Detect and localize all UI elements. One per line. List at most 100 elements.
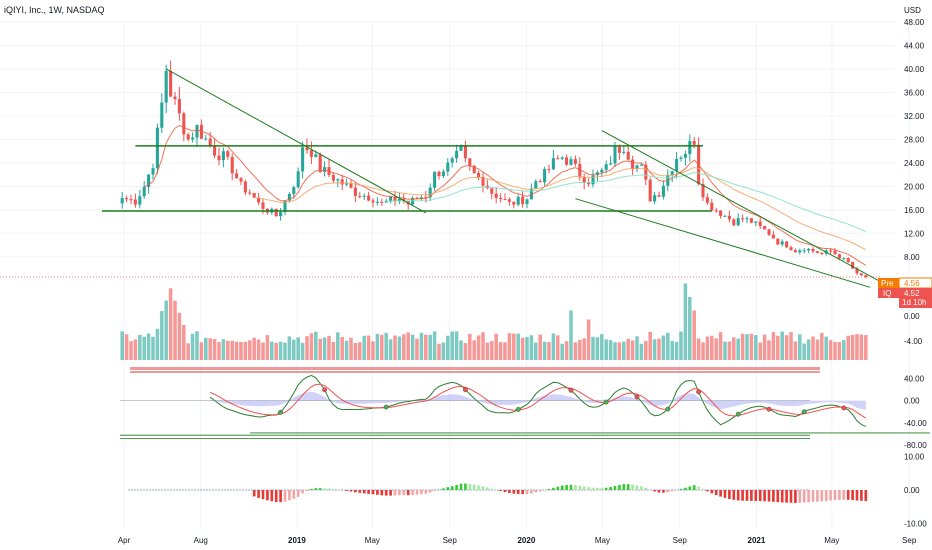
price-axis[interactable]: USD 48.00 44.00 40.00 36.00 32.00 28.00 24.00 2… [904,6,927,528]
candle-body [182,113,186,135]
candle-body [323,167,327,172]
candle-body [261,202,265,209]
volume-bar [406,332,410,360]
candle-body [657,195,661,197]
volume-bar [723,341,727,360]
trendline [575,198,871,288]
price-tick-label: 32.00 [904,112,925,121]
volume-bar [846,335,850,360]
oscillator-tick-label: 40.00 [904,374,925,383]
volume-bar [322,337,327,360]
price-pane[interactable] [0,60,884,288]
volume-bar [679,331,683,360]
grid [0,21,910,530]
oscillator-band-top [130,367,820,370]
volume-bar [481,332,485,360]
candle-body [798,250,802,253]
candle-body [675,158,679,172]
volume-bar [503,342,507,360]
volume-bar [806,339,811,360]
candle-body [534,181,538,189]
candle-body [235,173,239,179]
volume-bar [820,332,824,360]
volume-bar [644,340,648,360]
candle-body [529,188,533,200]
candle-body [587,182,591,185]
candle-body [609,163,613,165]
candle-body [543,168,547,183]
volume-bar [798,334,802,360]
volume-bar [248,340,252,360]
candle-body [371,200,375,203]
volume-bar [652,339,657,360]
volume-bar [217,341,221,360]
candle-body [142,186,146,197]
time-tick-label: May [595,536,610,545]
volume-bar [842,340,846,360]
candle-body [705,197,709,203]
candle-body [345,183,349,185]
volume-bar [195,331,199,360]
volume-tick-label: 0.00 [904,312,920,321]
crossover-dot [462,387,468,393]
candle-body [151,168,155,175]
time-tick-label: 2021 [748,536,766,545]
candle-body [239,178,243,182]
candle-body [494,193,498,198]
crossover-dot [278,409,283,415]
candle-body [613,146,617,164]
price-badges: Pre 4.56 IQ 4.52 1d 10h [878,277,932,308]
time-axis[interactable]: AprAug2019MaySep2020MaySep2021MaySep2022… [118,536,932,545]
volume-bar [767,340,771,360]
time-tick-label: Aug [194,536,208,545]
volume-bar [789,332,793,360]
candle-body [864,275,868,277]
volume-bar [586,319,591,360]
volume-bar [815,339,820,360]
candle-body [336,179,340,181]
oscillator-band-bottom [130,371,820,373]
volume-bar [780,331,784,360]
volume-bar [762,334,767,360]
candle-body [160,102,164,128]
volume-bar [146,333,151,360]
price-tick-label: 36.00 [904,88,925,97]
candle-body [318,154,322,172]
candle-body [191,137,195,140]
candle-body [301,147,305,172]
oscillator-tick-label: -80.00 [904,441,927,450]
volume-bar [212,339,217,360]
candle-body [248,192,252,194]
volume-bar [287,336,292,360]
countdown-label: 1d 10h [902,298,926,307]
candle-body [375,201,379,203]
volume-bar [410,334,415,360]
histogram-tick-label: 10.00 [904,453,925,462]
volume-bar [199,342,204,360]
volume-bar [349,337,353,360]
volume-bar [468,333,472,360]
candle-body [419,197,423,199]
volume-pane [120,283,868,360]
candle-body [305,147,309,151]
candle-body [252,193,256,198]
candle-body [340,179,344,185]
volume-bar [446,335,450,360]
volume-bar [705,336,710,360]
time-tick-label: May [365,536,380,545]
moving-average-line [254,166,867,251]
volume-bar [512,333,516,360]
volume-bar [740,333,745,360]
volume-bar [278,341,283,360]
price-tick-label: 40.00 [904,65,925,74]
candle-body [710,202,714,211]
time-tick-label: 2020 [517,536,535,545]
volume-bar [542,341,547,360]
volume-bar [160,311,164,360]
time-tick-label: Sep [673,536,688,545]
crossover-dot [665,406,671,412]
volume-bar [529,335,534,360]
candle-body [257,197,261,203]
volume-bar [402,334,406,360]
